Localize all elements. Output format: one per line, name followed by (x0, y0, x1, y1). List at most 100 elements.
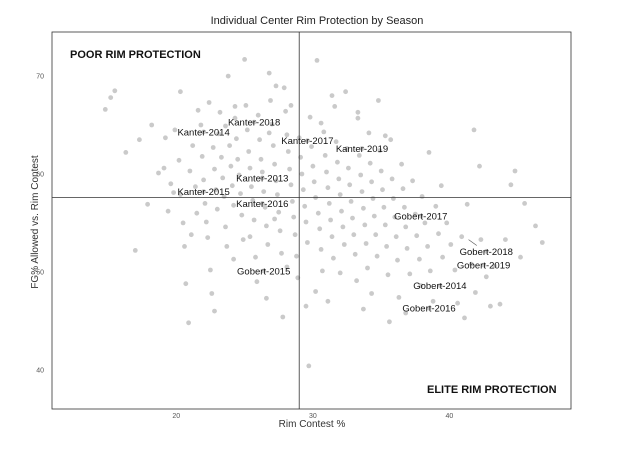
data-point (320, 268, 325, 274)
data-point (355, 115, 361, 121)
highlighted-point (201, 129, 207, 135)
highlight-label: Kanter-2015 (177, 187, 229, 198)
data-point (243, 103, 249, 108)
highlighted-point (259, 201, 265, 206)
data-point (393, 234, 399, 240)
data-point (373, 232, 379, 238)
data-point (382, 133, 388, 139)
data-point (343, 89, 348, 95)
data-point (223, 224, 228, 230)
data-point (313, 289, 318, 294)
highlighted-point (483, 248, 489, 254)
data-point (341, 242, 347, 247)
data-point (223, 123, 228, 129)
highlight-label: Kanter-2016 (236, 199, 288, 210)
data-point (161, 165, 167, 171)
data-point (337, 270, 343, 276)
highlight-labels: Kanter-2014Kanter-2018Kanter-2017Kanter-… (177, 118, 513, 315)
data-point (163, 135, 168, 141)
data-point (247, 165, 253, 171)
data-point (371, 213, 377, 219)
data-point (225, 73, 231, 79)
data-point (366, 130, 372, 136)
data-point (426, 150, 432, 155)
data-point (403, 224, 409, 230)
data-point (212, 166, 217, 172)
data-point (281, 85, 287, 91)
data-point (483, 274, 489, 280)
data-point (522, 201, 527, 206)
data-point (354, 278, 359, 284)
data-point (261, 189, 267, 195)
data-point (212, 308, 217, 314)
data-point (329, 234, 335, 240)
data-point (251, 217, 257, 223)
data-point (464, 201, 470, 207)
data-point (410, 178, 415, 184)
data-point (305, 240, 310, 245)
y-tick-label: 70 (36, 74, 44, 81)
highlighted-point (418, 213, 424, 219)
data-point (325, 298, 331, 304)
data-point (232, 104, 238, 109)
data-point (288, 103, 294, 108)
data-point (396, 295, 402, 300)
data-point (228, 163, 234, 169)
data-point (285, 149, 291, 154)
data-point (380, 187, 385, 193)
data-point (356, 153, 362, 158)
data-point (214, 206, 220, 212)
data-point (165, 208, 171, 214)
y-tick-label: 40 (36, 367, 44, 374)
data-point (300, 187, 306, 193)
data-point (419, 194, 425, 199)
data-point (303, 219, 309, 225)
data-point (288, 182, 294, 188)
data-point (433, 203, 439, 209)
data-point (277, 228, 283, 234)
data-point (229, 183, 235, 189)
data-point (171, 190, 177, 196)
data-point (303, 303, 309, 309)
data-point (246, 149, 252, 154)
highlighted-point (437, 283, 443, 288)
data-point (284, 264, 290, 270)
data-point (335, 159, 340, 165)
data-point (168, 181, 174, 187)
data-point (417, 256, 422, 262)
data-point (209, 291, 215, 296)
data-point (497, 301, 503, 307)
data-point (208, 267, 213, 273)
data-point (249, 184, 254, 190)
data-point (178, 89, 183, 95)
data-point (324, 169, 329, 175)
data-point (264, 295, 269, 301)
data-point (198, 122, 204, 128)
data-point (412, 211, 418, 217)
highlighted-point (426, 305, 432, 311)
y-axis-title: FG% Allowed vs. Rim Contest (30, 155, 41, 289)
data-point (478, 237, 484, 243)
data-point (370, 196, 376, 201)
highlighted-point (359, 146, 365, 151)
data-point (365, 265, 370, 271)
data-point (276, 209, 282, 215)
data-point (337, 192, 343, 198)
data-point (385, 272, 391, 278)
highlighted-point (305, 138, 310, 144)
data-point (436, 231, 441, 237)
data-point (444, 220, 450, 226)
data-point (259, 169, 265, 175)
y-tick-label: 60 (36, 172, 44, 179)
data-point (382, 222, 388, 228)
data-point (387, 319, 392, 325)
data-point (220, 175, 226, 181)
data-point (217, 109, 223, 115)
data-point (269, 121, 275, 127)
data-point (361, 205, 366, 211)
x-axis-ticks: 20 30 40 (172, 413, 453, 420)
data-point (518, 254, 523, 260)
highlight-label: Gobert-2017 (394, 212, 447, 223)
data-point (339, 208, 344, 214)
